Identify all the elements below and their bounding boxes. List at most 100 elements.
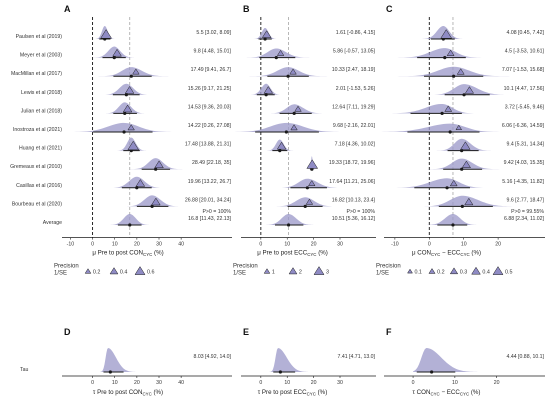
observed-effect-triangle xyxy=(294,105,302,112)
point-estimate xyxy=(286,223,291,227)
observed-effect-triangle xyxy=(460,141,471,150)
legend-label: 0.6 xyxy=(147,270,155,276)
point-estimate xyxy=(124,93,128,97)
legend-title: Precision xyxy=(376,264,401,270)
estimate-label: 4.5 [-3.53, 10.61] xyxy=(505,49,545,55)
estimate-label: 6.06 [-6.36, 14.59] xyxy=(502,123,545,129)
estimate-label: 1.61 [-0.86, 4.15] xyxy=(336,30,376,36)
tau-x-tick-label: 30 xyxy=(156,380,162,386)
study-label: Lewis et al (2018) xyxy=(21,90,62,96)
observed-effect-triangle xyxy=(112,48,122,57)
tau-x-axis-title: τ Pre to post ECCCYC (%) xyxy=(258,389,328,397)
legend-label: 0.2 xyxy=(93,270,101,276)
tau-point-estimate xyxy=(108,370,112,374)
tau-x-tick-label: 40 xyxy=(178,380,184,386)
estimate-label: 19.96 [13.22, 26.7] xyxy=(188,179,232,185)
estimate-label: 14.22 [0.26, 27.08] xyxy=(188,123,232,129)
x-tick-label: 20 xyxy=(134,242,140,248)
posterior-density xyxy=(118,158,193,170)
estimate-label: 3.72 [-5.45, 9.46] xyxy=(505,104,545,110)
posterior-density xyxy=(91,83,162,95)
observed-effect-triangle xyxy=(276,141,287,150)
posterior-density xyxy=(94,102,156,114)
legend-label: 0.2 xyxy=(437,270,445,276)
panel-letter: C xyxy=(386,4,393,14)
x-tick-label: 10 xyxy=(112,242,118,248)
point-estimate xyxy=(122,130,126,134)
observed-effect-triangle xyxy=(135,178,146,187)
observed-effect-triangle xyxy=(461,160,471,168)
x-tick-label: 20 xyxy=(495,242,501,248)
point-estimate xyxy=(150,204,154,208)
posterior-density xyxy=(98,214,161,225)
observed-effect-triangle xyxy=(440,29,453,39)
x-axis-title: μ CONCYC − ECCCYC (%) xyxy=(412,250,481,258)
legend-triangle xyxy=(313,266,325,275)
observed-effect-triangle xyxy=(305,198,314,205)
legend-label: 0.5 xyxy=(505,270,513,276)
observed-effect-triangle xyxy=(449,179,458,187)
tau-x-tick-label: 0 xyxy=(91,380,94,386)
estimate-label: 9.8 [4.48, 15.01] xyxy=(194,49,232,55)
study-label: MacMillan et al (2017) xyxy=(11,71,62,77)
legend-triangle xyxy=(288,267,298,275)
point-estimate xyxy=(123,111,127,115)
tau-x-tick-label: 20 xyxy=(494,380,500,386)
legend-title: Precision xyxy=(233,264,258,270)
panel-letter: D xyxy=(64,327,71,337)
legend-label: 0.4 xyxy=(120,270,128,276)
posterior-density xyxy=(413,214,492,225)
tau-panel-F: F 4.44 [0.88, 10.1] 0 10 20 τ CONCYC − ECCCYC… xyxy=(384,327,545,397)
observed-effect-triangle xyxy=(444,105,453,112)
posterior-density xyxy=(204,122,370,132)
point-estimate xyxy=(460,204,464,208)
posterior-density xyxy=(252,214,327,225)
legend-triangle xyxy=(492,266,504,275)
x-axis-title: μ Pre to post ECCCYC (%) xyxy=(257,250,328,258)
estimate-label: 19.33 [18.72, 19.96] xyxy=(329,160,376,166)
x-tick-label: 10 xyxy=(461,242,467,248)
point-estimate xyxy=(462,93,466,97)
x-tick-label: 0 xyxy=(259,242,262,248)
legend-triangle xyxy=(428,268,436,274)
posterior-density xyxy=(349,123,538,132)
panel-A: A 5.5 [3.02, 8.09] 9.8 [4.48, 15.01] 17.49 … xyxy=(45,4,232,277)
point-estimate xyxy=(154,167,158,171)
estimate-label: 10.33 [2.47, 18.19] xyxy=(332,67,376,73)
point-estimate xyxy=(278,149,282,153)
observed-effect-triangle xyxy=(263,85,274,94)
point-estimate xyxy=(460,167,464,171)
estimate-label: 16.82 [10.13, 23.4] xyxy=(332,197,376,203)
estimate-label: 12.64 [7.11, 19.29] xyxy=(332,104,375,110)
legend-title: 1/SE xyxy=(233,271,246,277)
probability-label: P>0 = 99.55% xyxy=(511,209,544,215)
legend-triangle xyxy=(109,267,119,275)
tau-density xyxy=(413,348,502,372)
probability-label: P>0 = 100% xyxy=(202,209,231,215)
observed-effect-triangle xyxy=(154,160,164,169)
estimate-label: 5.86 [-0.57, 13.05] xyxy=(333,49,376,55)
tau-x-tick-label: 20 xyxy=(311,380,317,386)
observed-effect-triangle xyxy=(276,49,285,56)
legend-triangle xyxy=(407,268,413,274)
panel-letter: F xyxy=(386,327,392,337)
posterior-density xyxy=(369,178,515,188)
x-tick-label: 40 xyxy=(178,242,184,248)
forest-panels: A 5.5 [3.02, 8.09] 9.8 [4.48, 15.01] 17.49 … xyxy=(45,4,545,277)
posterior-density xyxy=(422,138,504,151)
tau-x-tick-label: 0 xyxy=(412,380,415,386)
posterior-density xyxy=(45,122,201,132)
observed-effect-triangle xyxy=(127,140,140,151)
point-estimate xyxy=(451,223,455,227)
x-tick-label: 0 xyxy=(428,242,431,248)
estimate-label: 5.16 [-4.35, 11.82] xyxy=(502,179,544,185)
observed-effect-triangle xyxy=(151,197,161,206)
estimate-label: 16.8 [11.43, 22.13] xyxy=(188,216,231,222)
posterior-density xyxy=(253,104,338,114)
estimate-label: 10.51 [5.36, 16.12] xyxy=(332,216,376,222)
tau-panels: D 8.03 [4.92, 14.0] 0 10 20 30 40 τ Pre to post… xyxy=(62,327,545,397)
tau-density xyxy=(92,348,148,372)
